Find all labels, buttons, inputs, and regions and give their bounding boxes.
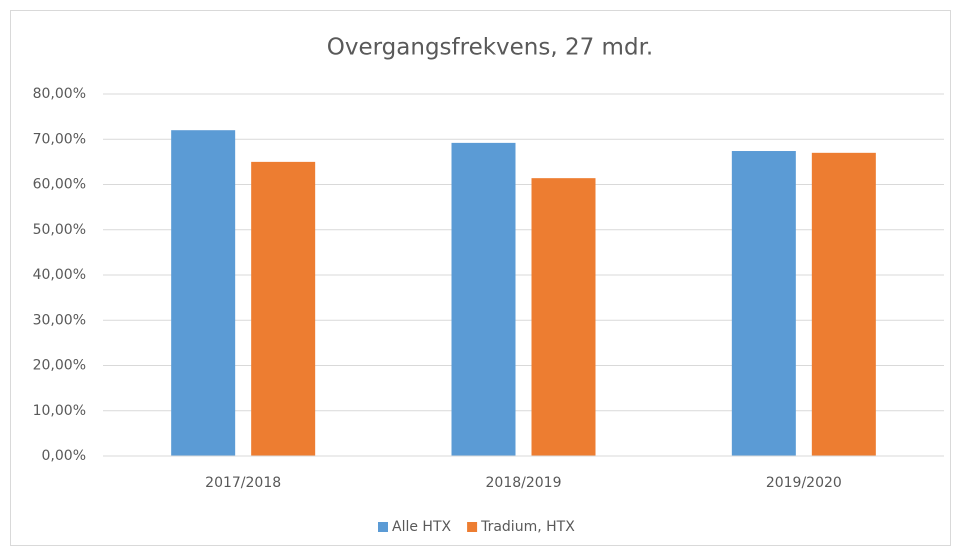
chart-title: Overgangsfrekvens, 27 mdr. (327, 35, 653, 61)
y-tick-label: 20,00% (33, 358, 86, 374)
y-tick-label: 0,00% (42, 448, 86, 464)
y-tick-label: 30,00% (33, 312, 86, 328)
y-tick-label: 50,00% (33, 222, 86, 238)
legend-label: Tradium, HTX (480, 519, 575, 535)
y-tick-label: 70,00% (33, 131, 86, 147)
bar (531, 178, 596, 457)
bar (451, 142, 516, 456)
y-tick-label: 80,00% (33, 86, 86, 102)
x-tick-label: 2017/2018 (205, 475, 281, 491)
bar (731, 151, 796, 456)
bar (251, 161, 316, 456)
x-tick-label: 2018/2019 (486, 475, 562, 491)
bar (811, 152, 876, 456)
y-tick-label: 10,00% (33, 403, 86, 419)
bar (171, 130, 236, 456)
y-tick-label: 60,00% (33, 177, 86, 193)
x-tick-label: 2019/2020 (766, 475, 842, 491)
legend-swatch (467, 522, 478, 532)
legend-label: Alle HTX (392, 519, 451, 535)
legend-swatch (378, 522, 388, 532)
y-tick-label: 40,00% (33, 267, 86, 283)
